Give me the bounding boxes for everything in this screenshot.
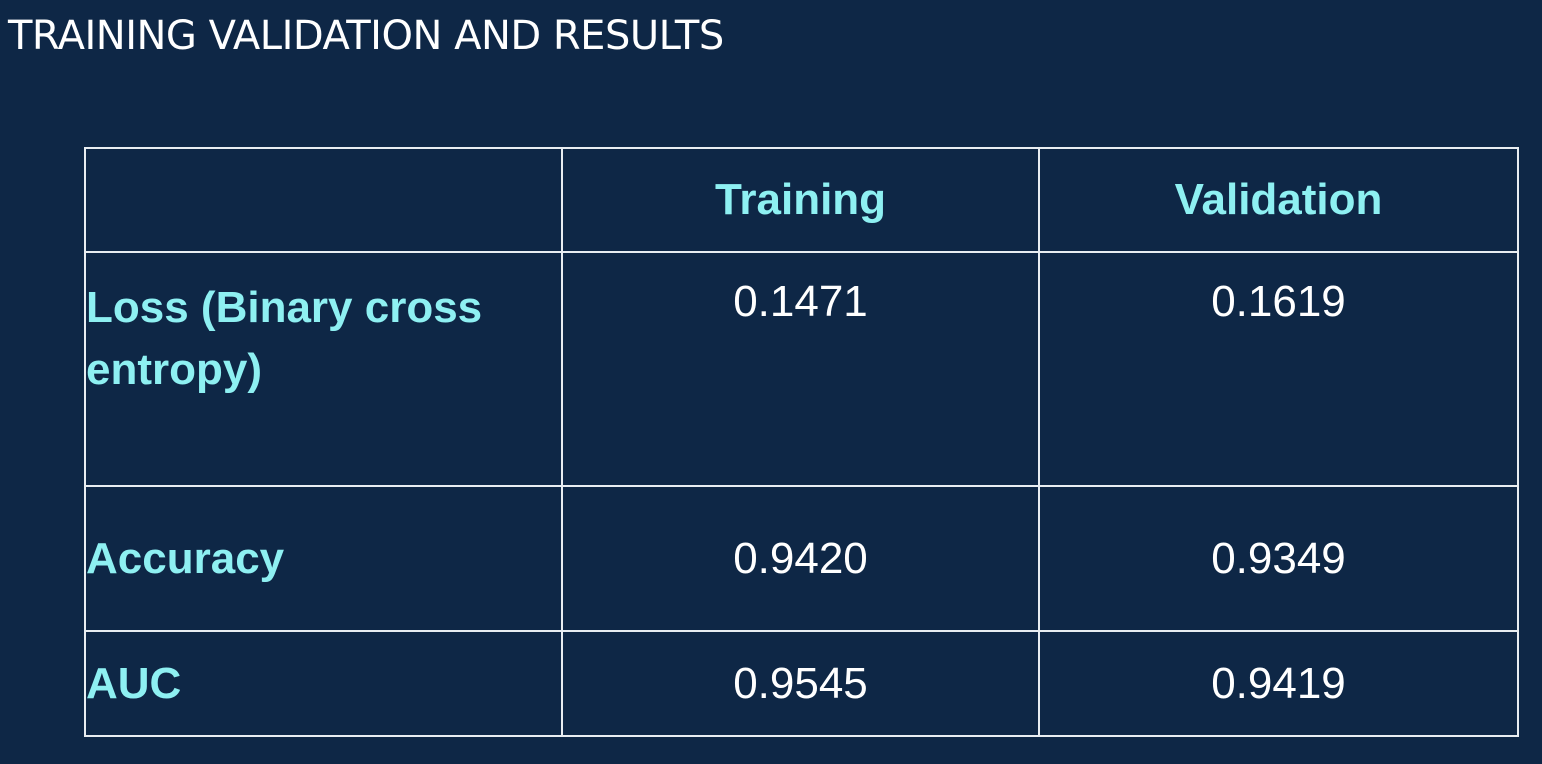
loss-validation-value: 0.1619 <box>1038 251 1519 487</box>
auc-validation-value: 0.9419 <box>1038 630 1519 737</box>
loss-training-value: 0.1471 <box>561 251 1040 487</box>
accuracy-validation-value: 0.9349 <box>1038 485 1519 632</box>
results-table: Training Validation Loss (Binary cross e… <box>84 147 1519 737</box>
table-row-loss: Loss (Binary cross entropy) 0.1471 0.161… <box>84 251 1519 487</box>
table-row-auc: AUC 0.9545 0.9419 <box>84 630 1519 737</box>
accuracy-training-value: 0.9420 <box>561 485 1040 632</box>
metric-label-auc: AUC <box>84 630 563 737</box>
slide-title: TRAINING VALIDATION AND RESULTS <box>8 13 724 59</box>
table-row-accuracy: Accuracy 0.9420 0.9349 <box>84 485 1519 632</box>
metric-label-loss: Loss (Binary cross entropy) <box>84 251 563 487</box>
metric-label-accuracy: Accuracy <box>84 485 563 632</box>
auc-training-value: 0.9545 <box>561 630 1040 737</box>
table-header-row: Training Validation <box>84 147 1519 253</box>
header-cell-empty <box>84 147 563 253</box>
header-cell-validation: Validation <box>1038 147 1519 253</box>
header-cell-training: Training <box>561 147 1040 253</box>
